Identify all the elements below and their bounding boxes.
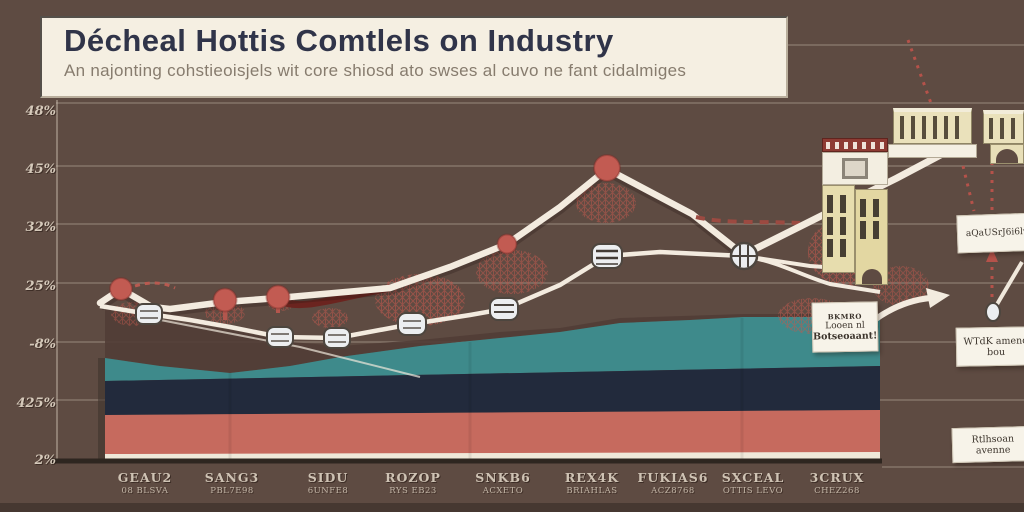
y-tick-4: -8%: [29, 337, 56, 352]
title-box: Décheal Hottis Comtlels on Industry An n…: [40, 16, 788, 98]
crosshatch-patches: [111, 183, 929, 334]
x-tick-5: REX4K BRIAHLAS: [564, 470, 620, 496]
annotation-box-1: aQaUSrJ6i6lv: [956, 212, 1024, 254]
shaded-band: [105, 308, 880, 373]
y-tick-2: 32%: [25, 220, 56, 235]
annotation-box-2: WTdK amend bou: [955, 326, 1024, 367]
x-tick-7: SXCEAL OTTIS LEVO: [721, 470, 785, 496]
up-arrow-icon: [986, 248, 998, 262]
classical-building-icon: [822, 138, 888, 285]
building-arch: [862, 269, 882, 284]
annotation-box-mid: BKMRO Looen nl Botseoaant!: [811, 301, 879, 353]
building-window: [842, 158, 868, 179]
dashed-red-arc: [134, 281, 176, 290]
x-tick-2: SIDU 6UNFE8: [307, 470, 349, 496]
building-left-section: [822, 185, 855, 273]
red-dashed-guides: [906, 39, 994, 302]
y-tick-0: 48%: [25, 104, 56, 119]
chart-subtitle: An najonting cohstieoisjels wit core shi…: [64, 60, 687, 80]
thin-cross-line: [149, 317, 421, 378]
x-tick-4: SNKB6 ACXETO: [475, 470, 531, 496]
grid-circle-marker: [729, 241, 759, 271]
building-right-section: [855, 189, 888, 285]
dashed-red-segment: [695, 215, 801, 225]
keg-markers: [135, 241, 1001, 349]
bottom-border-strip: [0, 503, 1024, 512]
right-end-marker: [985, 302, 1001, 322]
columned-facade-icon-right: [983, 110, 1024, 144]
columned-facade-icon: [893, 108, 972, 144]
stacked-areas: [98, 317, 880, 461]
x-tick-8: 3CRUX CHEZ268: [809, 470, 865, 496]
right-drop-line: [994, 260, 1024, 308]
arch-bridge-icon: [990, 144, 1024, 164]
facade-base: [888, 144, 977, 158]
y-tick-1: 45%: [25, 162, 56, 177]
red-dot-markers: [109, 154, 621, 320]
y-tick-5: 425%: [16, 396, 57, 411]
building-upper-floor: [822, 152, 888, 185]
y-tick-6: 2%: [34, 453, 56, 468]
x-tick-0: GEAU2 08 BLSVA: [117, 470, 173, 496]
x-tick-6: FUKIAS6 ACZ8768: [637, 470, 709, 496]
chart-title: Décheal Hottis Comtlels on Industry: [64, 23, 614, 58]
curved-arrow-head: [926, 288, 950, 308]
x-tick-3: ROZOP RYS EB23: [385, 470, 441, 496]
annotation-box-3: Rtlhsoan avenne: [951, 425, 1024, 464]
building-roof-sign: [822, 138, 888, 152]
x-tick-1: SANG3 PBL7E98: [204, 470, 260, 496]
y-tick-3: 25%: [25, 279, 56, 294]
